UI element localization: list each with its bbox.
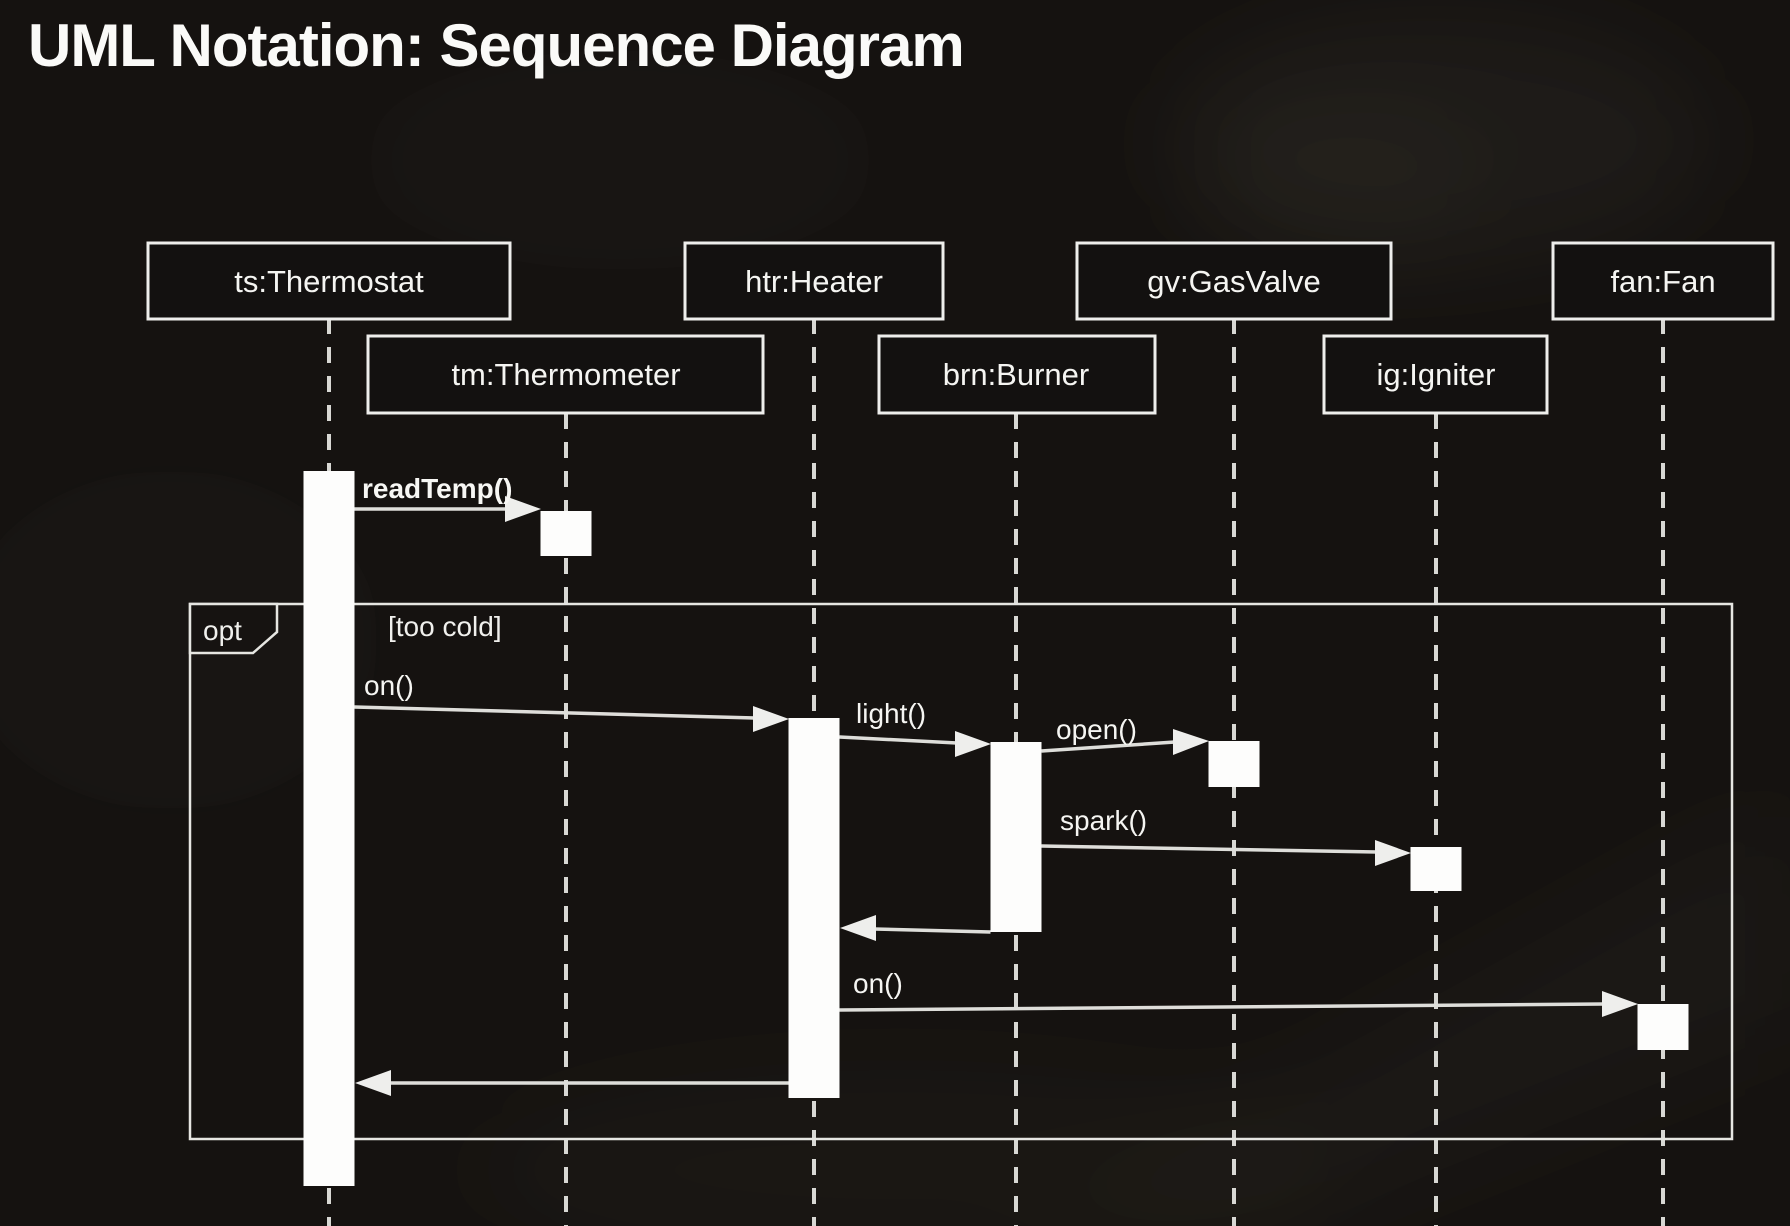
object-box-htr-frame xyxy=(683,241,945,321)
activation-fan xyxy=(1637,1004,1689,1050)
message-return-heater-thermostat xyxy=(355,1070,789,1096)
message-light-arrowhead xyxy=(955,731,991,757)
message-on-fan-label: on() xyxy=(853,968,903,999)
message-on-fan: on() xyxy=(839,968,1638,1017)
message-spark-line xyxy=(1041,844,1378,854)
activation-ts xyxy=(303,471,355,1186)
message-light-line xyxy=(839,735,958,745)
message-on-fan-line xyxy=(839,1002,1605,1012)
opt-guard-label: [too cold] xyxy=(388,611,502,642)
opt-fragment-frame xyxy=(188,602,1734,1141)
message-on-heater: on() xyxy=(354,670,789,732)
object-box-tm: tm:Thermometer xyxy=(366,334,765,415)
object-box-fan-label: fan:Fan xyxy=(1610,264,1715,299)
message-readtemp: readTemp() xyxy=(354,473,541,522)
message-on-heater-label: on() xyxy=(364,670,414,701)
message-on-fan-arrowhead xyxy=(1602,991,1638,1017)
message-spark-arrowhead xyxy=(1375,840,1411,866)
object-box-gv-frame xyxy=(1075,241,1393,321)
opt-fragment: opt [too cold] xyxy=(188,602,1734,1141)
object-box-brn-label: brn:Burner xyxy=(943,357,1089,392)
page-title: UML Notation: Sequence Diagram xyxy=(28,12,964,79)
object-box-htr-label: htr:Heater xyxy=(745,264,883,299)
message-spark: spark() xyxy=(1041,805,1411,866)
object-box-htr: htr:Heater xyxy=(683,241,945,321)
message-readtemp-label: readTemp() xyxy=(362,473,512,504)
opt-operator-label: opt xyxy=(203,615,242,646)
object-box-tm-label: tm:Thermometer xyxy=(451,357,680,392)
object-box-brn: brn:Burner xyxy=(877,334,1157,415)
activation-ig xyxy=(1410,847,1462,891)
object-box-ig: ig:Igniter xyxy=(1322,334,1549,415)
message-return-burner-heater-arrowhead xyxy=(840,915,876,941)
message-spark-label: spark() xyxy=(1060,805,1147,836)
object-box-ts-frame xyxy=(146,241,512,321)
object-box-fan: fan:Fan xyxy=(1551,241,1775,321)
object-boxes: ts:Thermostat htr:Heater gv:GasValve fan… xyxy=(146,241,1775,415)
object-box-fan-frame xyxy=(1551,241,1775,321)
message-open-arrowhead xyxy=(1173,729,1209,755)
object-box-ts-label: ts:Thermostat xyxy=(234,264,424,299)
message-on-heater-arrowhead xyxy=(753,706,789,732)
message-on-heater-line xyxy=(354,705,756,720)
message-open-line xyxy=(1041,740,1176,753)
object-box-tm-frame xyxy=(366,334,765,415)
message-open-label: open() xyxy=(1056,714,1137,745)
activation-brn xyxy=(990,742,1042,932)
object-box-brn-frame xyxy=(877,334,1157,415)
opt-operator-tab xyxy=(188,602,279,655)
object-box-gv-label: gv:GasValve xyxy=(1147,264,1320,299)
message-return-burner-heater xyxy=(840,915,991,941)
activation-htr xyxy=(788,718,840,1098)
message-light-label: light() xyxy=(856,698,926,729)
message-light: light() xyxy=(839,698,991,757)
object-box-ig-label: ig:Igniter xyxy=(1377,357,1496,392)
message-return-burner-heater-line xyxy=(873,927,991,934)
background-mottling xyxy=(0,20,1790,1226)
activations xyxy=(303,471,1689,1186)
object-box-gv: gv:GasValve xyxy=(1075,241,1393,321)
messages: readTemp() on() light() open() spark() xyxy=(354,473,1638,1096)
message-readtemp-arrowhead xyxy=(505,496,541,522)
object-box-ts: ts:Thermostat xyxy=(146,241,512,321)
message-open: open() xyxy=(1041,714,1209,755)
object-box-ig-frame xyxy=(1322,334,1549,415)
message-return-heater-thermostat-arrowhead xyxy=(355,1070,391,1096)
activation-gv xyxy=(1208,741,1260,787)
activation-tm xyxy=(540,511,592,556)
